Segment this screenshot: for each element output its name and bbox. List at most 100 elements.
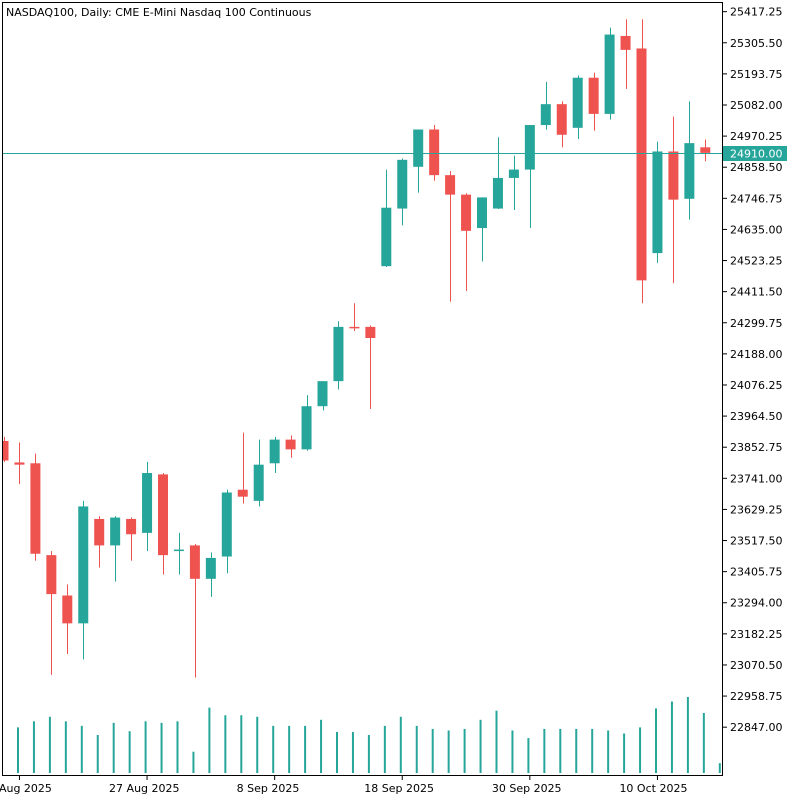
candle[interactable] <box>397 158 408 226</box>
price-tick-label: 23964.50 <box>730 410 783 423</box>
candle-body <box>110 517 121 546</box>
price-tick-label: 23517.50 <box>730 535 783 548</box>
candle[interactable] <box>30 453 41 561</box>
candle[interactable] <box>221 489 232 574</box>
candle[interactable] <box>78 500 89 660</box>
candle[interactable] <box>46 550 57 675</box>
candle[interactable] <box>14 442 25 485</box>
candle[interactable] <box>317 381 328 411</box>
candle[interactable] <box>333 321 344 390</box>
candle[interactable] <box>413 129 424 193</box>
candle-body <box>14 462 25 465</box>
candle[interactable] <box>684 101 695 220</box>
price-tick-label: 24411.50 <box>730 286 783 299</box>
candle-body <box>237 489 248 497</box>
candle-body <box>158 474 168 556</box>
candle-body <box>540 104 551 126</box>
candle-body <box>604 34 615 114</box>
candle-body <box>668 151 679 200</box>
volume-bars <box>17 697 721 773</box>
price-tick-label: 24635.00 <box>730 223 783 236</box>
price-tick-label: 23629.25 <box>730 503 783 516</box>
candle[interactable] <box>668 116 679 284</box>
candle[interactable] <box>301 395 312 451</box>
candle[interactable] <box>556 101 567 148</box>
price-tick-label: 23852.75 <box>730 441 783 454</box>
candle[interactable] <box>349 303 360 332</box>
candle-body <box>126 518 137 535</box>
candle-body <box>429 129 440 176</box>
candle[interactable] <box>461 193 472 291</box>
price-tick-label: 23405.75 <box>730 566 783 579</box>
candle[interactable] <box>477 197 487 262</box>
time-tick-label: 18 Sep 2025 <box>364 782 434 795</box>
price-tick-label: 24746.75 <box>730 192 783 205</box>
candle[interactable] <box>142 461 153 551</box>
candle-body <box>556 104 567 135</box>
candle-body <box>94 518 105 546</box>
candle[interactable] <box>173 532 184 575</box>
candle[interactable] <box>540 81 551 130</box>
price-tick-label: 24523.25 <box>730 255 783 268</box>
time-tick-label: 8 Sep 2025 <box>237 782 300 795</box>
candle-body <box>397 159 408 209</box>
candle[interactable] <box>62 584 73 654</box>
time-tick-label: 15 Aug 2025 <box>0 782 52 795</box>
price-axis: 25417.25 25305.50 25193.75 25082.00 24970.25… <box>722 6 783 734</box>
candle[interactable] <box>205 552 216 597</box>
candle-body <box>269 439 280 464</box>
price-tick-label: 25193.75 <box>730 68 783 81</box>
candle-body <box>508 169 519 178</box>
candle-body <box>445 175 456 195</box>
candle[interactable] <box>652 141 663 263</box>
candle[interactable] <box>620 19 631 89</box>
candle-body <box>317 381 328 407</box>
price-tick-label: 22958.75 <box>730 690 783 703</box>
candle[interactable] <box>253 439 264 507</box>
candle[interactable] <box>285 435 296 458</box>
candle[interactable] <box>237 432 248 504</box>
candle[interactable] <box>126 517 137 561</box>
chart-title: NASDAQ100, Daily: CME E-Mini Nasdaq 100 … <box>6 6 312 19</box>
candle-body <box>46 555 57 595</box>
candle[interactable] <box>700 139 711 162</box>
candle[interactable] <box>365 325 376 409</box>
candle[interactable] <box>94 516 105 568</box>
candle[interactable] <box>572 75 583 139</box>
candle[interactable] <box>588 72 599 131</box>
candle[interactable] <box>3 436 9 462</box>
price-tick-label: 24188.00 <box>730 348 783 361</box>
candle[interactable] <box>636 19 647 304</box>
candle[interactable] <box>189 544 200 678</box>
candle[interactable] <box>524 125 535 229</box>
price-tick-label: 25082.00 <box>730 99 783 112</box>
candles <box>3 19 711 678</box>
candle[interactable] <box>381 169 392 268</box>
price-tick-label: 22847.00 <box>730 721 783 734</box>
price-tick-label: 24858.50 <box>730 161 783 174</box>
candle-body <box>684 143 695 199</box>
candle-body <box>78 506 89 624</box>
candle[interactable] <box>269 436 280 474</box>
candle-body <box>381 207 392 267</box>
candle-body <box>700 147 711 153</box>
candle[interactable] <box>604 27 615 120</box>
candle[interactable] <box>508 155 519 210</box>
candle[interactable] <box>158 473 168 575</box>
candle[interactable] <box>429 125 440 181</box>
price-tick-label: 24970.25 <box>730 130 783 143</box>
candle-body <box>142 473 153 533</box>
candle[interactable] <box>445 170 456 302</box>
candle-body <box>285 439 296 450</box>
candle-body <box>221 492 232 557</box>
current-price-line: 24910.00 <box>3 146 787 161</box>
time-tick-label: 10 Oct 2025 <box>619 782 687 795</box>
candle[interactable] <box>492 137 503 210</box>
candle-body <box>588 77 599 114</box>
price-tick-label: 24076.25 <box>730 379 783 392</box>
candle-body <box>253 464 264 501</box>
price-tick-label: 24299.75 <box>730 317 783 330</box>
candle[interactable] <box>110 516 121 582</box>
